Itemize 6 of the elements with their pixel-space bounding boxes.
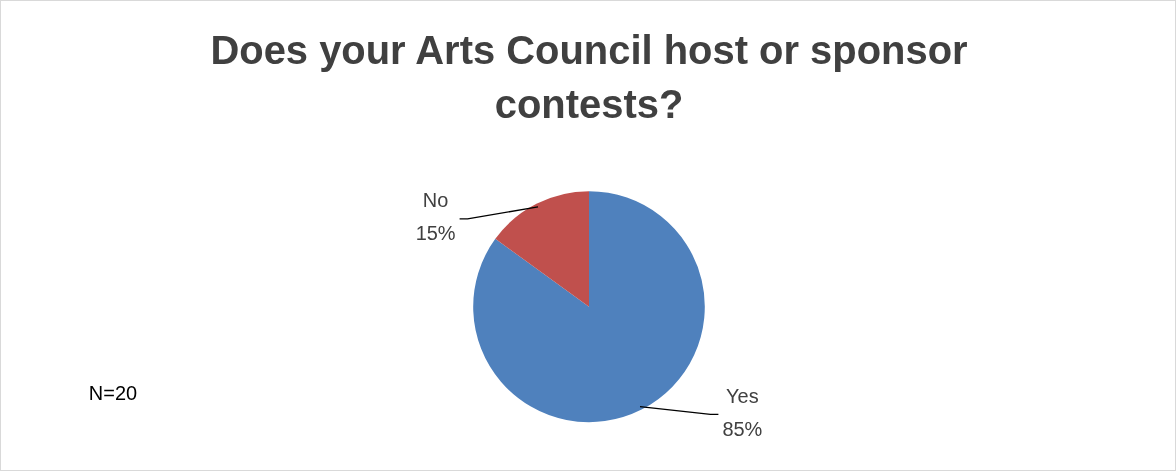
data-label: 15% [415,222,456,245]
slice-label: No [422,189,449,212]
chart-title: Does your Arts Council host or sponsor contests? [210,27,968,126]
slice-label: Yes [726,385,759,407]
data-label: 85% [722,417,763,440]
text: N=20 [88,381,138,404]
